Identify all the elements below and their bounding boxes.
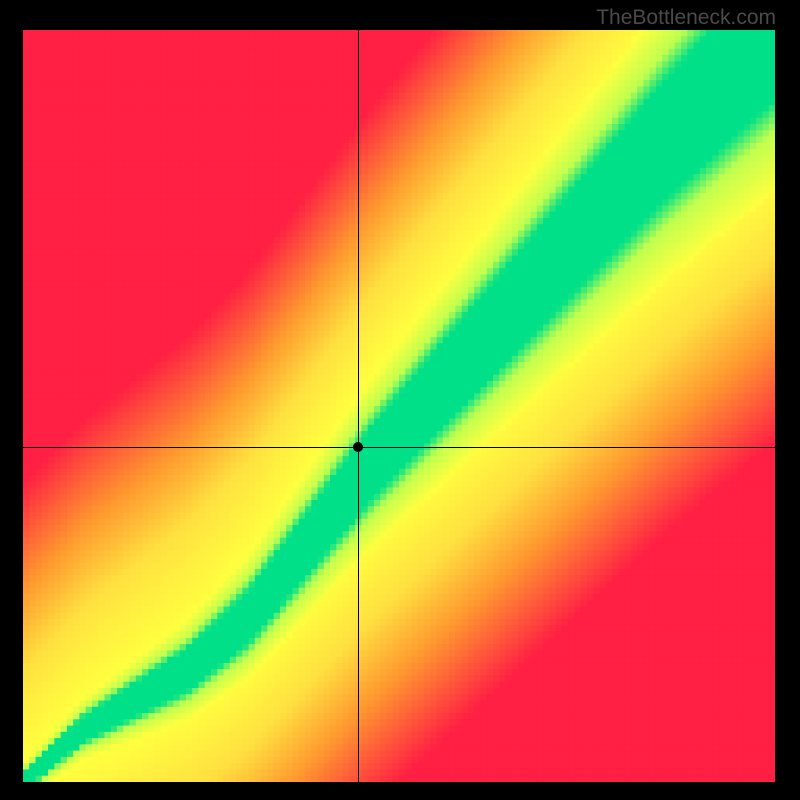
- heatmap-canvas: [23, 30, 775, 782]
- crosshair-vertical: [358, 30, 359, 782]
- crosshair-horizontal: [23, 447, 775, 448]
- heatmap-plot: [23, 30, 775, 782]
- watermark-text: TheBottleneck.com: [596, 6, 776, 30]
- data-point-marker: [353, 442, 363, 452]
